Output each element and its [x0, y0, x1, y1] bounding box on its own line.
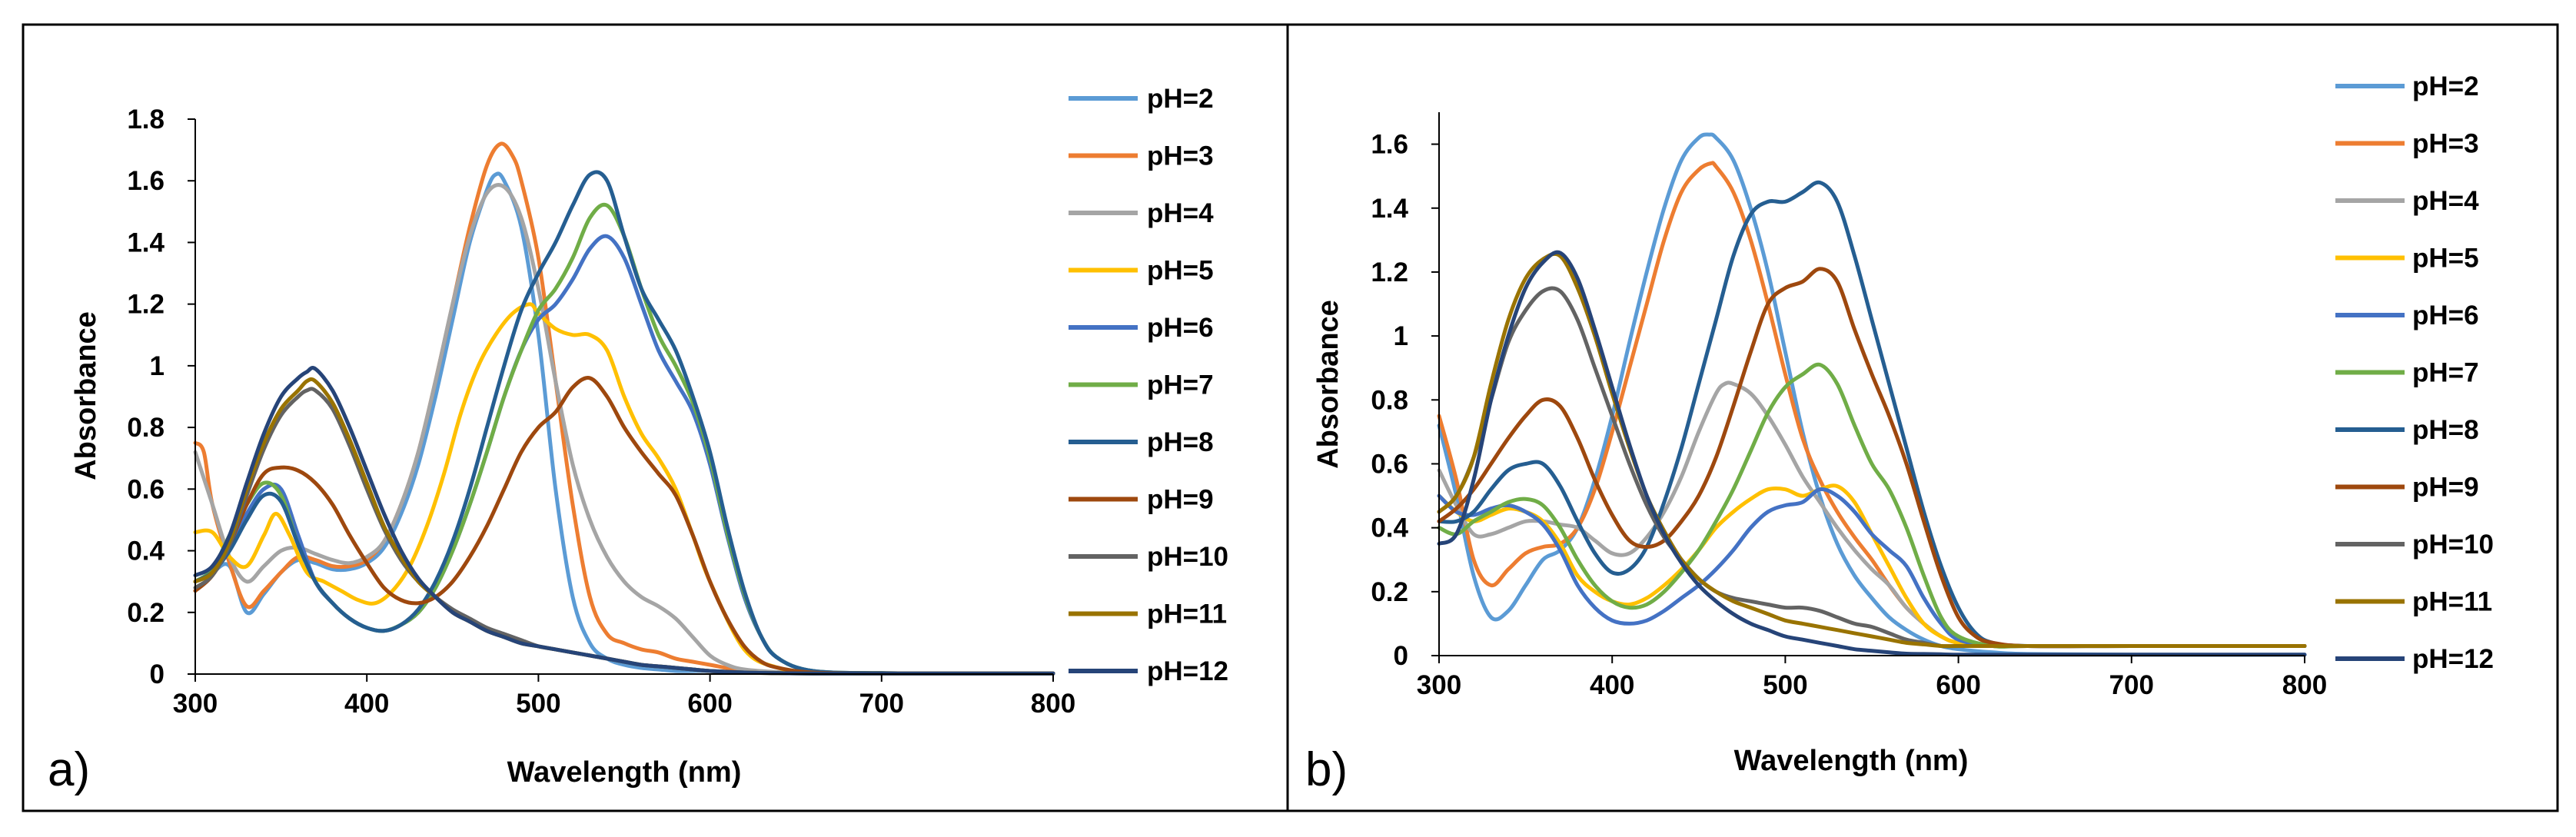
- panel-b-legend: pH=2 pH=3 pH=4 pH=5 pH=6 pH=7 pH=8 pH=9 pH=10 pH=…: [2335, 71, 2494, 674]
- panel-b-legend-label: pH=8: [2412, 415, 2479, 445]
- panel-b-y-label: Absorbance: [1312, 300, 1345, 469]
- panel-b-legend-label: pH=6: [2412, 301, 2479, 330]
- panel-b-x-tick-label: 500: [1763, 670, 1807, 700]
- panel-a-y-tick-label: 1.4: [127, 228, 165, 257]
- panel-b-legend-label: pH=5: [2412, 244, 2479, 274]
- panel-b-x-tick-label: 600: [1936, 670, 1980, 700]
- panel-b-series-line-ph-9: [1437, 267, 2307, 649]
- panel-b-series-line-ph-7: [1437, 362, 2307, 649]
- panel-a-x-tick-label: 600: [687, 689, 732, 719]
- panel-b-y-tick-label: 1: [1394, 321, 1408, 351]
- panel-a-legend: pH=2 pH=3 pH=4 pH=5 pH=6 pH=7 pH=8 pH=9 pH=10 pH=…: [1069, 84, 1228, 686]
- panel-a-series-line-ph-6: [193, 234, 1055, 676]
- panel-b-series-line-ph-6: [1437, 487, 2307, 649]
- panel-b-legend-label: pH=10: [2412, 530, 2494, 560]
- panel-a-series-line-ph-8: [193, 170, 1055, 676]
- panel-b-y-tick-label: 1.2: [1371, 257, 1408, 287]
- panel-a-legend-label: pH=9: [1147, 485, 1214, 515]
- panel-a-x-tick-label: 300: [173, 689, 218, 719]
- panel-a-x-tick-label: 400: [344, 689, 389, 719]
- panel-b-y-tick-label: 0.4: [1371, 513, 1408, 543]
- panel-b-x-ticks: 300 400 500 600 700 800: [1417, 656, 2327, 700]
- panel-b-series-line-ph-2: [1437, 132, 2307, 657]
- panel-b-y-tick-label: 1.4: [1371, 194, 1408, 224]
- panel-a-legend-label: pH=3: [1147, 141, 1214, 171]
- panel-b-y-tick-label: 1.6: [1371, 130, 1408, 160]
- panel-a-y-label: Absorbance: [70, 311, 102, 480]
- panel-b-lines: [1437, 132, 2307, 657]
- panel-b-y-tick-label: 0: [1394, 641, 1408, 671]
- panel-a-legend-label: pH=2: [1147, 84, 1214, 114]
- panel-a-x-ticks: 300 400 500 600 700 800: [173, 674, 1075, 719]
- panel-a-y-tick-label: 1.6: [127, 166, 165, 196]
- panel-b-x-tick-label: 400: [1590, 670, 1634, 700]
- panel-a-legend-label: pH=5: [1147, 256, 1214, 286]
- panel-a-y-tick-label: 1.8: [127, 105, 165, 135]
- panel-a-series-line-ph-3: [193, 141, 1055, 676]
- panel-a-legend-label: pH=7: [1147, 370, 1214, 400]
- panel-a-y-tick-label: 1: [150, 351, 165, 381]
- panel-a-lines: [193, 141, 1055, 676]
- panel-a-legend-label: pH=10: [1147, 542, 1228, 572]
- panel-a-legend-label: pH=11: [1147, 600, 1227, 629]
- panel-a-series-line-ph-10: [193, 387, 1055, 676]
- panel-b-y-tick-label: 0.2: [1371, 577, 1408, 607]
- panel-a-x-label: Wavelength (nm): [507, 756, 742, 789]
- panel-a-legend-label: pH=12: [1147, 656, 1228, 686]
- panel-a-series-line-ph-2: [193, 171, 1055, 676]
- panel-a-label: a): [48, 743, 90, 796]
- panel-b-y-tick-label: 0.8: [1371, 385, 1408, 415]
- panel-b-series-line-ph-12: [1437, 250, 2307, 657]
- panel-a-x-tick-label: 700: [859, 689, 904, 719]
- panel-a-y-tick-label: 1.2: [127, 290, 165, 320]
- panel-b-x-tick-label: 700: [2109, 670, 2154, 700]
- panel-b-x-tick-label: 300: [1417, 670, 1461, 700]
- panel-a-series-line-ph-7: [193, 202, 1055, 676]
- panel-b-legend-label: pH=7: [2412, 358, 2479, 388]
- panel-b-legend-label: pH=11: [2412, 587, 2492, 617]
- panel-b-label: b): [1305, 743, 1348, 796]
- panel-a-series-line-ph-12: [193, 366, 1055, 676]
- panel-a-legend-label: pH=8: [1147, 427, 1214, 457]
- panel-b-legend-label: pH=9: [2412, 473, 2479, 503]
- panel-a-series-line-ph-11: [193, 377, 1055, 676]
- panel-b-legend-label: pH=2: [2412, 71, 2479, 101]
- panel-a-y-tick-label: 0.8: [127, 413, 165, 443]
- panel-b-legend-label: pH=12: [2412, 644, 2494, 674]
- panel-a-y-tick-label: 0.4: [127, 536, 165, 566]
- panel-b-series-line-ph-3: [1437, 161, 2307, 649]
- panel-a-y-tick-label: 0: [150, 659, 165, 689]
- panel-b-legend-label: pH=4: [2412, 186, 2479, 216]
- panel-b-y-tick-label: 0.6: [1371, 449, 1408, 479]
- panel-a-series-line-ph-5: [193, 302, 1055, 676]
- panel-b-y-ticks: 0 0.2 0.4 0.6 0.8 1 1.2 1.4 1.6: [1371, 130, 1439, 671]
- panel-a-y-tick-label: 0.2: [127, 598, 165, 628]
- panel-a-series-line-ph-4: [193, 183, 1055, 676]
- panel-b-series-line-ph-8: [1437, 180, 2307, 649]
- panel-b-series-line-ph-11: [1437, 251, 2307, 649]
- panel-a-legend-label: pH=4: [1147, 198, 1214, 228]
- panel-a-legend-label: pH=6: [1147, 313, 1214, 343]
- panel-a-y-tick-label: 0.6: [127, 474, 165, 504]
- panel-a-x-tick-label: 500: [516, 689, 560, 719]
- panel-a-x-tick-label: 800: [1031, 689, 1075, 719]
- panel-b-x-tick-label: 800: [2282, 670, 2327, 700]
- panel-b-legend-label: pH=3: [2412, 129, 2479, 159]
- panel-a-y-ticks: 0 0.2 0.4 0.6 0.8 1 1.2 1.4 1.6 1.8: [127, 105, 195, 689]
- panel-b-x-label: Wavelength (nm): [1734, 745, 1969, 777]
- figure-border: [22, 23, 2559, 812]
- panel-a-series-line-ph-9: [193, 376, 1055, 676]
- panel-b: 300 400 500 600 700 800 0 0.2 0.4 0.6 0.8 1 1.2 1.4 1…: [1305, 71, 2494, 796]
- panel-b-series-line-ph-5: [1437, 483, 2307, 649]
- panel-a: 300 400 500 600 700 800 0 0.2 0.4 0.6 0.8 1 1.2 1.4 1…: [48, 84, 1228, 796]
